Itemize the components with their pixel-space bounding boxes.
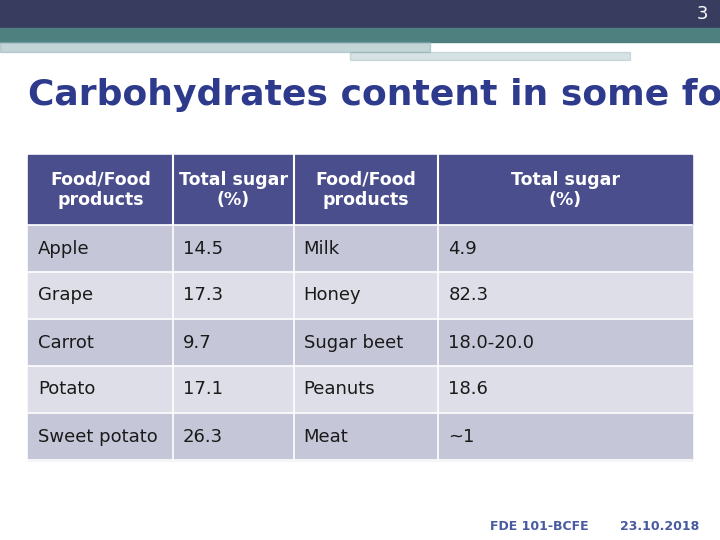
Bar xyxy=(350,52,630,60)
Text: Sugar beet: Sugar beet xyxy=(304,334,403,352)
Text: 82.3: 82.3 xyxy=(449,287,488,305)
Bar xyxy=(438,366,692,413)
Bar xyxy=(28,155,173,225)
Text: 9.7: 9.7 xyxy=(183,334,212,352)
Text: Apple: Apple xyxy=(38,240,89,258)
Text: 17.1: 17.1 xyxy=(183,381,222,399)
Bar xyxy=(294,319,438,366)
Bar xyxy=(438,319,692,366)
Text: Food/Food
products: Food/Food products xyxy=(50,171,150,210)
Text: 14.5: 14.5 xyxy=(183,240,223,258)
Bar xyxy=(0,28,720,42)
Text: Honey: Honey xyxy=(304,287,361,305)
Bar xyxy=(28,225,173,272)
Bar xyxy=(28,319,173,366)
Text: 18.0-20.0: 18.0-20.0 xyxy=(449,334,534,352)
Bar xyxy=(28,366,173,413)
Bar xyxy=(294,155,438,225)
Bar xyxy=(173,272,294,319)
Bar xyxy=(294,225,438,272)
Bar xyxy=(294,413,438,460)
Bar xyxy=(173,155,294,225)
Text: Carbohydrates content in some foods: Carbohydrates content in some foods xyxy=(28,78,720,112)
Text: 4.9: 4.9 xyxy=(449,240,477,258)
Bar xyxy=(173,225,294,272)
Bar xyxy=(438,225,692,272)
Text: Milk: Milk xyxy=(304,240,340,258)
Bar xyxy=(0,0,720,28)
Bar xyxy=(0,42,430,52)
Bar xyxy=(294,272,438,319)
Text: Potato: Potato xyxy=(38,381,95,399)
Text: FDE 101-BCFE: FDE 101-BCFE xyxy=(490,519,589,532)
Text: Total sugar
(%): Total sugar (%) xyxy=(179,171,288,210)
Bar xyxy=(173,413,294,460)
Text: 18.6: 18.6 xyxy=(449,381,488,399)
Text: ~1: ~1 xyxy=(449,428,474,445)
Text: Grape: Grape xyxy=(38,287,93,305)
Bar xyxy=(28,413,173,460)
Text: Sweet potato: Sweet potato xyxy=(38,428,158,445)
Bar xyxy=(173,366,294,413)
Text: Total sugar
(%): Total sugar (%) xyxy=(510,171,620,210)
Bar xyxy=(438,155,692,225)
Bar xyxy=(438,413,692,460)
Text: 17.3: 17.3 xyxy=(183,287,223,305)
Bar xyxy=(173,319,294,366)
Text: Food/Food
products: Food/Food products xyxy=(315,171,416,210)
Text: Carrot: Carrot xyxy=(38,334,94,352)
Text: 3: 3 xyxy=(696,5,708,23)
Bar xyxy=(438,272,692,319)
Text: Peanuts: Peanuts xyxy=(304,381,375,399)
Bar xyxy=(294,366,438,413)
Text: Meat: Meat xyxy=(304,428,348,445)
Text: 26.3: 26.3 xyxy=(183,428,223,445)
Text: 23.10.2018: 23.10.2018 xyxy=(620,519,699,532)
Bar xyxy=(28,272,173,319)
